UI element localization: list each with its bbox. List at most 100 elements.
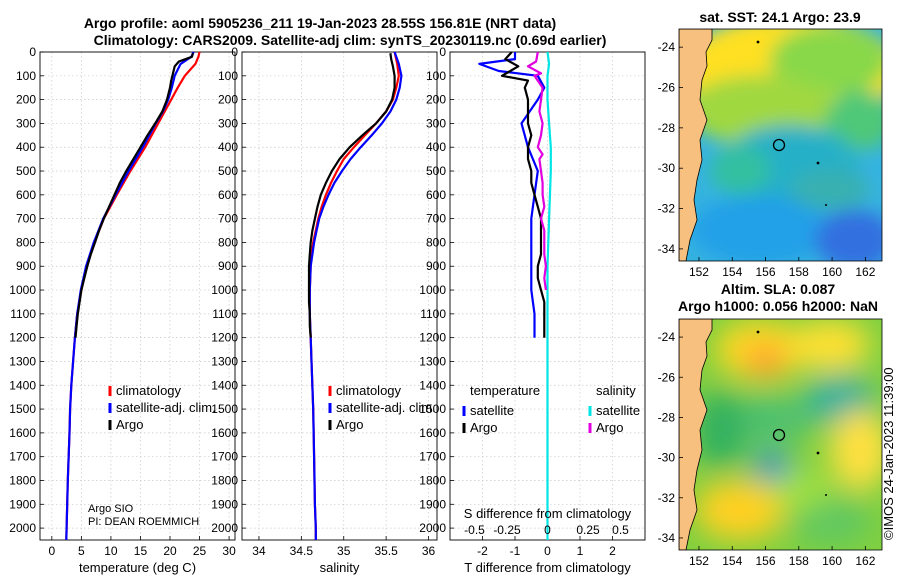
- series-satellite-adj-clim-: [308, 51, 403, 540]
- s-tick-label: 0.5: [612, 523, 629, 537]
- depth-tick-label: 1400: [211, 378, 238, 392]
- depth-tick-label: 600: [218, 188, 238, 202]
- series-satellite-adj-clim-: [65, 51, 195, 541]
- lat-tick-label: -24: [658, 40, 676, 54]
- x-tick-label: 25: [193, 544, 207, 558]
- x-tick-label: 1: [577, 544, 584, 558]
- depth-tick-label: 1200: [211, 331, 238, 345]
- panel-difference-top-xlabel: S difference from climatology: [464, 506, 632, 521]
- lon-tick-label: 152: [689, 265, 709, 279]
- lat-tick-label: -30: [658, 161, 676, 175]
- sla-map-title-line2: Argo h1000: 0.056 h2000: NaN: [678, 298, 878, 314]
- depth-tick-label: 1800: [419, 473, 446, 487]
- depth-tick-label: 600: [426, 188, 446, 202]
- depth-tick-label: 700: [426, 212, 446, 226]
- legend-label: Argo: [336, 417, 363, 432]
- depth-tick-label: 200: [218, 93, 238, 107]
- lon-tick-label: 158: [789, 265, 809, 279]
- series-argo: [307, 53, 396, 338]
- depth-tick-label: 1200: [419, 331, 446, 345]
- legend-label: satellite: [596, 403, 640, 418]
- depth-tick-label: 200: [426, 93, 446, 107]
- panel-salinity-grid: [242, 51, 437, 540]
- x-tick-label: 15: [134, 544, 148, 558]
- panel-temperature-grid: [40, 51, 235, 540]
- lon-tick-label: 156: [756, 554, 776, 568]
- legend-label: climatology: [336, 383, 402, 398]
- depth-tick-label: 1300: [9, 354, 36, 368]
- series-climatology: [65, 51, 201, 541]
- lat-tick-label: -34: [658, 242, 676, 256]
- legend-label: Argo: [470, 420, 497, 435]
- depth-tick-label: 1600: [9, 426, 36, 440]
- depth-tick-label: 2000: [419, 521, 446, 535]
- depth-tick-label: 200: [16, 93, 36, 107]
- x-tick-label: 36: [422, 544, 436, 558]
- depth-tick-label: 300: [218, 116, 238, 130]
- lat-tick-label: -32: [658, 491, 676, 505]
- depth-tick-label: 900: [218, 259, 238, 273]
- x-tick-label: 35: [337, 544, 351, 558]
- series-climatology: [308, 51, 400, 540]
- depth-tick-label: 900: [426, 259, 446, 273]
- depth-tick-label: 1500: [419, 402, 446, 416]
- x-tick-label: 0: [544, 544, 551, 558]
- x-tick-label: -2: [477, 544, 488, 558]
- depth-tick-label: 1000: [211, 283, 238, 297]
- depth-tick-label: 800: [426, 235, 446, 249]
- depth-tick-label: 900: [16, 259, 36, 273]
- sst-map-image: [679, 29, 882, 261]
- depth-tick-label: 1800: [211, 473, 238, 487]
- depth-tick-label: 1800: [9, 473, 36, 487]
- sst-argo-position-marker: [772, 138, 786, 152]
- depth-tick-label: 400: [426, 140, 446, 154]
- x-tick-label: 0: [48, 544, 55, 558]
- profile-panels: 0100200300400500600700800900100011001200…: [9, 45, 646, 575]
- panel-difference: 0100200300400500600700800900100011001200…: [419, 45, 646, 575]
- depth-tick-label: 700: [16, 212, 36, 226]
- x-tick-label: 30: [222, 544, 236, 558]
- panel-note: PI: DEAN ROEMMICH: [88, 516, 199, 528]
- legend-label: Argo: [596, 420, 623, 435]
- depth-tick-label: 0: [439, 45, 446, 59]
- x-tick-label: 34.5: [290, 544, 314, 558]
- x-tick-label: 20: [163, 544, 177, 558]
- legend-label: satellite: [470, 403, 514, 418]
- figure-title-line2: Climatology: CARS2009. Satellite-adj cli…: [94, 32, 607, 48]
- panel-temperature-xlabel: temperature (deg C): [79, 560, 196, 575]
- depth-tick-label: 300: [426, 116, 446, 130]
- depth-tick-label: 100: [218, 69, 238, 83]
- lon-tick-label: 152: [689, 554, 709, 568]
- depth-tick-label: 1500: [211, 402, 238, 416]
- lat-tick-label: -24: [658, 330, 676, 344]
- lon-tick-label: 162: [855, 554, 875, 568]
- legend-label: climatology: [116, 383, 182, 398]
- lat-tick-label: -26: [658, 370, 676, 384]
- depth-tick-label: 500: [426, 164, 446, 178]
- series-s-argo: [526, 51, 548, 291]
- sst-map-title: sat. SST: 24.1 Argo: 23.9: [699, 9, 861, 25]
- series-s-satellite: [546, 51, 552, 540]
- legend-label: Argo: [116, 417, 143, 432]
- depth-tick-label: 0: [231, 45, 238, 59]
- sst-map: sat. SST: 24.1 Argo: 23.9 152 154 156 158 16…: [658, 9, 883, 279]
- sla-map: Altim. SLA: 0.087 Argo h1000: 0.056 h200…: [658, 281, 883, 568]
- lat-tick-label: -30: [658, 451, 676, 465]
- depth-tick-label: 800: [16, 235, 36, 249]
- depth-tick-label: 100: [426, 69, 446, 83]
- depth-tick-label: 0: [29, 45, 36, 59]
- depth-tick-label: 2000: [9, 521, 36, 535]
- depth-tick-label: 1400: [9, 378, 36, 392]
- depth-tick-label: 1700: [419, 450, 446, 464]
- lat-tick-label: -32: [658, 202, 676, 216]
- lat-tick-label: -28: [658, 410, 676, 424]
- lon-tick-label: 160: [822, 265, 842, 279]
- depth-tick-label: 400: [218, 140, 238, 154]
- lon-tick-label: 162: [855, 265, 875, 279]
- lat-tick-label: -34: [658, 531, 676, 545]
- lon-tick-label: 154: [722, 554, 742, 568]
- sla-map-image: [679, 319, 882, 550]
- imos-watermark: ©IMOS 24-Jan-2023 11:39:00: [881, 367, 896, 540]
- panel-temperature: 0100200300400500600700800900100011001200…: [9, 45, 236, 575]
